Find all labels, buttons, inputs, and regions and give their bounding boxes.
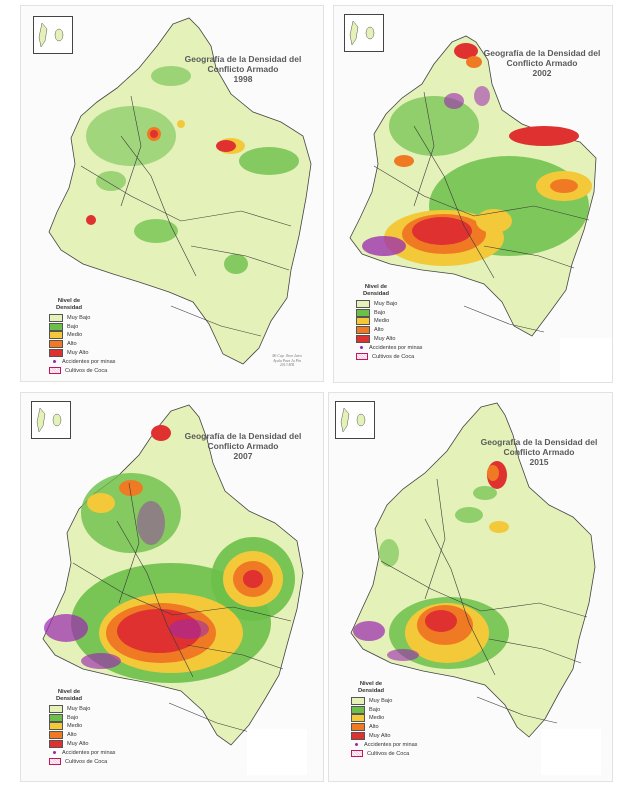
map-panel-2002: Geografía de la Densidad del Conflicto A… <box>333 5 613 383</box>
colombia-map-2007 <box>42 404 304 746</box>
legend-title: Nivel de Densidad <box>357 681 385 694</box>
blank-corner <box>560 338 612 382</box>
legend-title: Nivel de Densidad <box>362 284 390 297</box>
swatch-medio <box>49 722 63 731</box>
san-andres-inset-map <box>33 16 73 54</box>
legend-label: Muy Bajo <box>369 698 393 705</box>
legend-label: Medio <box>369 715 385 722</box>
legend-label: Bajo <box>374 309 386 316</box>
legend-label: Muy Bajo <box>374 301 398 308</box>
mine-accident-icon <box>360 346 363 350</box>
blank-corner <box>247 729 307 775</box>
legend-label: Muy Bajo <box>67 706 91 713</box>
legend-label: Muy Alto <box>369 732 391 739</box>
swatch-muy-bajo <box>49 314 63 323</box>
swatch-muy-bajo <box>356 300 370 309</box>
swatch-bajo <box>351 705 365 714</box>
legend-label: Accidentes por minas <box>364 741 418 748</box>
swatch-alto <box>49 340 63 349</box>
swatch-muy-alto <box>356 334 370 343</box>
swatch-muy-bajo <box>351 697 365 706</box>
swatch-muy-alto <box>49 739 63 748</box>
map-panel-2015: Geografía de la Densidad del Conflicto A… <box>328 392 613 782</box>
map-title-2015: Geografía de la Densidad del Conflicto A… <box>480 437 598 467</box>
legend-1998: Nivel de Densidad Muy Bajo Bajo Medio Al… <box>49 298 139 375</box>
coca-crop-icon <box>356 353 368 361</box>
legend-label: Bajo <box>369 706 381 713</box>
mine-accident-icon <box>355 743 358 747</box>
legend-label: Alto <box>67 341 77 348</box>
colombia-map-2015 <box>350 402 596 738</box>
san-andres-inset-map <box>31 401 71 439</box>
map-panel-1998: Geografía de la Densidad del Conflicto A… <box>20 5 324 382</box>
swatch-medio <box>351 714 365 723</box>
san-andres-inset-map <box>344 14 384 52</box>
map-title-1998: Geografía de la Densidad del Conflicto A… <box>184 54 302 84</box>
coca-crop-icon <box>49 367 61 375</box>
legend-label: Cultivos de Coca <box>65 367 108 374</box>
swatch-bajo <box>49 322 63 331</box>
legend-label: Cultivos de Coca <box>65 758 108 765</box>
map-credit: Mi Cap. Jhon Jairo Ayala Paez Ju Pin 201… <box>272 354 302 367</box>
legend-title: Nivel de Densidad <box>55 298 83 311</box>
colombia-map-2002 <box>349 35 597 337</box>
legend-label: Accidentes por minas <box>62 749 116 756</box>
swatch-alto <box>351 723 365 732</box>
swatch-muy-bajo <box>49 705 63 714</box>
legend-2002: Nivel de Densidad Muy Bajo Bajo Medio Al… <box>356 284 446 361</box>
legend-label: Alto <box>369 724 379 731</box>
swatch-medio <box>49 331 63 340</box>
swatch-alto <box>49 731 63 740</box>
map-title-2007: Geografía de la Densidad del Conflicto A… <box>184 431 302 461</box>
swatch-bajo <box>49 713 63 722</box>
legend-label: Medio <box>67 723 83 730</box>
legend-label: Accidentes por minas <box>62 358 116 365</box>
san-andres-inset-map <box>335 401 375 439</box>
legend-label: Alto <box>67 732 77 739</box>
legend-label: Medio <box>67 332 83 339</box>
legend-label: Medio <box>374 318 390 325</box>
swatch-alto <box>356 326 370 335</box>
legend-2015: Nivel de Densidad Muy Bajo Bajo Medio Al… <box>351 681 441 758</box>
legend-label: Muy Alto <box>67 349 89 356</box>
legend-label: Cultivos de Coca <box>372 353 415 360</box>
legend-label: Muy Bajo <box>67 315 91 322</box>
legend-label: Cultivos de Coca <box>367 750 410 757</box>
legend-title: Nivel de Densidad <box>55 689 83 702</box>
legend-label: Muy Alto <box>67 740 89 747</box>
swatch-bajo <box>356 308 370 317</box>
swatch-medio <box>356 317 370 326</box>
legend-label: Bajo <box>67 714 79 721</box>
colombia-map-1998 <box>48 17 312 365</box>
coca-crop-icon <box>351 750 363 758</box>
map-title-2002: Geografía de la Densidad del Conflicto A… <box>483 48 601 78</box>
mine-accident-icon <box>53 360 56 364</box>
swatch-muy-alto <box>351 731 365 740</box>
blank-corner <box>541 729 601 775</box>
map-panel-2007: Geografía de la Densidad del Conflicto A… <box>20 392 324 782</box>
legend-label: Alto <box>374 327 384 334</box>
mine-accident-icon <box>53 751 56 755</box>
coca-crop-icon <box>49 758 61 766</box>
legend-label: Muy Alto <box>374 335 396 342</box>
legend-label: Bajo <box>67 323 79 330</box>
swatch-muy-alto <box>49 348 63 357</box>
legend-2007: Nivel de Densidad Muy Bajo Bajo Medio Al… <box>49 689 139 766</box>
legend-label: Accidentes por minas <box>369 344 423 351</box>
